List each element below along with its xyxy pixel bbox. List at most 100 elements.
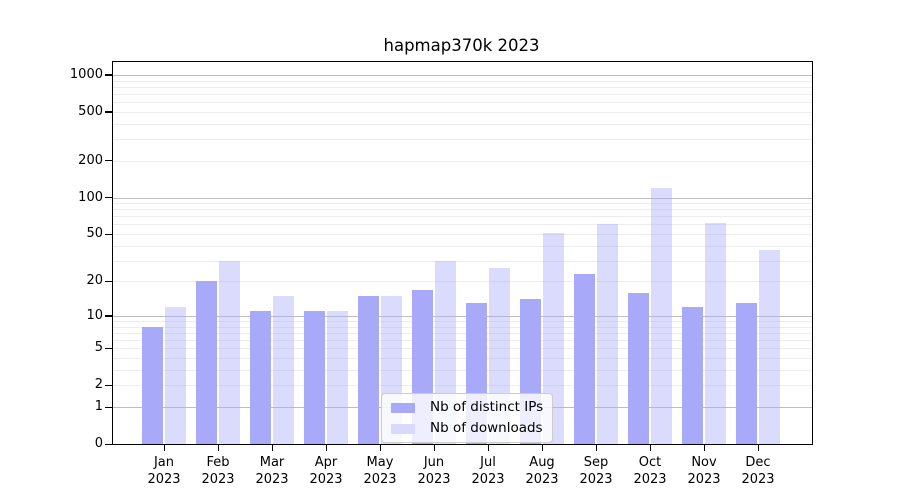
bar-downloads-mar	[273, 295, 294, 444]
x-tick	[595, 444, 597, 451]
bar-distinct-ips-dec	[736, 303, 757, 444]
x-tick-label: Aug 2023	[525, 455, 559, 487]
gridline-minor	[113, 340, 812, 342]
gridline-minor	[113, 209, 812, 211]
x-tick	[433, 444, 435, 451]
gridline-minor	[113, 111, 812, 113]
bar-distinct-ips-feb	[196, 281, 217, 444]
gridline-minor	[113, 224, 812, 226]
x-tick-label: Apr 2023	[309, 455, 343, 487]
y-tick-label: 100	[78, 189, 103, 205]
gridline-minor	[113, 245, 812, 247]
y-tick-label: 50	[86, 226, 103, 241]
gridline-minor	[113, 332, 812, 334]
y-tick-label: 20	[86, 273, 103, 289]
gridline-major	[113, 197, 812, 199]
y-tick	[105, 111, 112, 113]
x-tick-label: Mar 2023	[255, 455, 289, 487]
x-tick-label: Feb 2023	[201, 455, 235, 487]
x-tick	[487, 444, 489, 451]
gridline-minor	[113, 260, 812, 262]
x-tick	[271, 444, 273, 451]
bar-distinct-ips-sep	[574, 274, 595, 444]
x-tick-label: Dec 2023	[741, 455, 775, 487]
gridline-minor	[113, 216, 812, 218]
x-tick	[217, 444, 219, 451]
gridline-minor	[113, 358, 812, 359]
bar-downloads-nov	[705, 222, 726, 444]
x-tick-label: Oct 2023	[633, 455, 667, 487]
x-tick	[325, 444, 327, 451]
gridline-minor	[113, 86, 812, 88]
y-tick	[105, 406, 112, 408]
bar-downloads-sep	[597, 224, 618, 444]
gridline-minor	[113, 321, 812, 322]
bar-distinct-ips-jan	[142, 326, 163, 444]
x-tick	[541, 444, 543, 451]
y-tick	[105, 160, 112, 162]
plot-area: 0 1 2 5 10 20 50 100 200 500 1000 Jan 2023 Feb 2023 M…	[70, 61, 813, 487]
gridline-minor	[113, 123, 812, 125]
gridline-minor	[113, 139, 812, 141]
y-tick-label: 1	[94, 399, 103, 414]
y-tick	[105, 347, 112, 350]
chart-title: hapmap370k 2023	[383, 36, 540, 55]
x-tick	[649, 444, 651, 451]
gridline-minor	[113, 94, 812, 95]
y-tick-label: 5	[94, 340, 103, 356]
bar-downloads-aug	[543, 232, 564, 444]
bar-downloads-oct	[651, 187, 672, 444]
y-tick-label: 500	[78, 103, 103, 119]
y-tick-label: 2	[94, 377, 103, 393]
x-tick	[379, 444, 381, 451]
legend-swatch-downloads	[391, 423, 415, 434]
bar-distinct-ips-apr	[304, 311, 325, 444]
bar-distinct-ips-mar	[250, 311, 271, 444]
legend-swatch-distinct-ips	[391, 402, 415, 413]
bar-downloads-dec	[759, 249, 780, 444]
x-tick-label: Jul 2023	[471, 455, 505, 487]
y-tick-label: 10	[86, 307, 103, 323]
bar-distinct-ips-may	[358, 295, 379, 444]
gridline-minor	[113, 326, 812, 328]
x-tick	[703, 444, 705, 451]
gridline-minor	[113, 369, 812, 371]
y-tick	[105, 443, 112, 445]
gridline-minor	[113, 348, 812, 350]
bar-distinct-ips-nov	[682, 307, 703, 444]
legend-label-downloads: Nb of downloads	[430, 420, 543, 436]
y-tick-label: 1000	[69, 66, 103, 82]
y-tick-label: 0	[94, 436, 103, 451]
y-tick	[105, 233, 112, 235]
gridline-minor	[113, 234, 812, 235]
gridline-major	[113, 74, 812, 76]
y-tick	[105, 280, 112, 283]
legend-label-distinct-ips: Nb of distinct IPs	[430, 399, 544, 415]
x-tick	[757, 444, 759, 451]
x-tick	[163, 444, 165, 451]
bar-distinct-ips-oct	[628, 292, 649, 444]
bar-downloads-feb	[219, 260, 240, 444]
x-tick-label: Sep 2023	[579, 455, 613, 487]
gridline-minor	[113, 385, 812, 387]
gridline-minor	[113, 80, 812, 82]
bar-downloads-apr	[327, 311, 348, 444]
gridline-major	[113, 315, 812, 317]
gridline-minor	[113, 281, 812, 283]
x-tick-label: Jun 2023	[417, 455, 451, 487]
gridline-minor	[113, 203, 812, 204]
y-tick	[105, 74, 112, 76]
y-tick	[105, 197, 112, 199]
gridline-minor	[113, 102, 812, 104]
legend: Nb of distinct IPs Nb of downloads	[381, 393, 554, 443]
legend-item-distinct-ips: Nb of distinct IPs	[391, 400, 543, 415]
x-tick-label: Nov 2023	[687, 455, 721, 487]
y-tick-label: 200	[78, 152, 103, 168]
y-tick	[105, 315, 112, 317]
legend-item-downloads: Nb of downloads	[391, 421, 543, 436]
gridline-minor	[113, 160, 812, 162]
x-tick-label: May 2023	[363, 455, 397, 487]
bar-downloads-jan	[165, 307, 186, 444]
x-tick-label: Jan 2023	[147, 455, 181, 487]
